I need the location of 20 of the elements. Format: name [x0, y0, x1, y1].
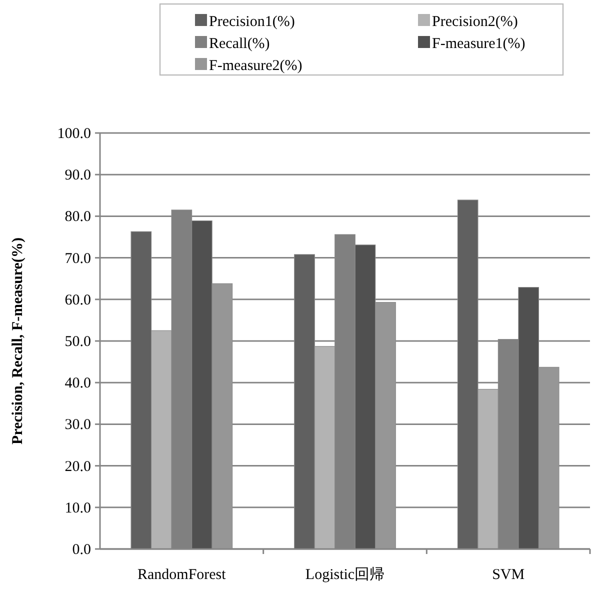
legend-label: Precision2(%)	[432, 14, 518, 30]
y-tick-label: 50.0	[64, 334, 91, 350]
x-tick-label: SVM	[492, 567, 525, 583]
y-tick-label: 10.0	[64, 500, 91, 516]
y-tick-label: 70.0	[64, 250, 91, 267]
y-tick-label: 30.0	[64, 417, 91, 434]
legend-label: F-measure1(%)	[432, 36, 526, 52]
y-tick-label: 60.0	[64, 292, 91, 308]
y-tick-label: 40.0	[64, 376, 91, 392]
y-tick-label: 80.0	[64, 209, 91, 226]
y-tick-label: 20.0	[64, 458, 91, 475]
legend-label: F-measure2(%)	[209, 58, 302, 74]
x-tick-label: Logistic回帰	[305, 566, 385, 583]
y-tick-label: 100.0	[57, 126, 91, 142]
legend-label: Recall(%)	[209, 36, 270, 52]
x-tick-label: RandomForest	[137, 567, 227, 583]
legend-label: Precision1(%)	[209, 14, 295, 30]
y-axis-title: Precision, Recall, F-measure(%)	[10, 238, 26, 444]
y-tick-label: 0.0	[72, 542, 91, 558]
y-tick-label: 90.0	[64, 168, 91, 184]
